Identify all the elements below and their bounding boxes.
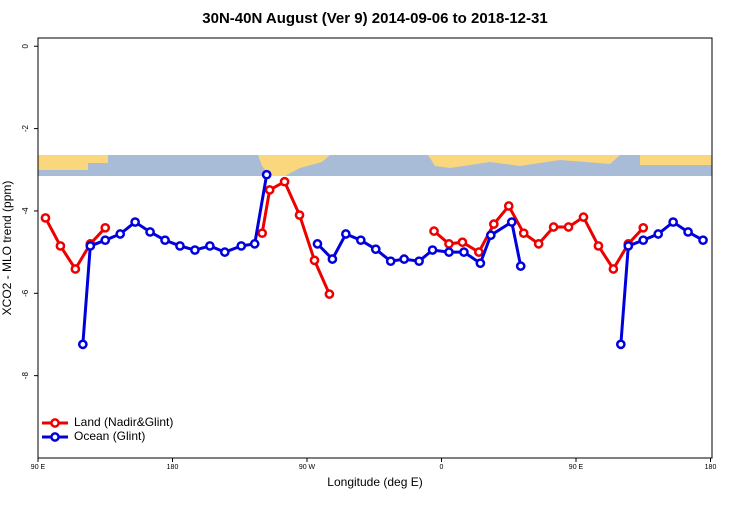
point	[249, 239, 260, 249]
map-strip	[38, 155, 712, 176]
legend-label: Ocean (Glint)	[74, 429, 145, 443]
point	[563, 222, 574, 232]
point	[427, 245, 438, 255]
point	[205, 241, 215, 251]
point	[429, 226, 439, 236]
point	[475, 258, 486, 269]
point	[70, 264, 81, 274]
point	[485, 230, 496, 241]
point	[444, 239, 454, 249]
point	[312, 239, 323, 249]
point	[623, 241, 634, 251]
point	[615, 339, 626, 350]
point	[548, 222, 559, 232]
point	[668, 217, 678, 227]
x-tick-label: 90 E	[31, 464, 46, 471]
point	[175, 241, 185, 251]
y-tick-label: -4	[21, 207, 30, 215]
point	[457, 237, 468, 248]
point	[608, 264, 619, 274]
point	[474, 247, 484, 257]
x-axis-label: Longitude (deg E)	[327, 475, 422, 489]
x-tick-label: 90 W	[299, 464, 316, 471]
point	[55, 241, 66, 251]
point	[578, 212, 589, 222]
y-tick-label: 0	[21, 43, 30, 48]
point	[385, 256, 396, 267]
point	[100, 222, 111, 233]
point	[444, 247, 454, 257]
point	[219, 247, 230, 257]
point	[459, 247, 469, 257]
plot-frame	[37, 37, 713, 459]
point	[40, 213, 51, 223]
y-tick-label: -6	[21, 289, 30, 297]
point	[515, 261, 526, 271]
point	[533, 239, 544, 249]
y-tick-label: -2	[21, 124, 30, 132]
point	[518, 228, 529, 239]
point	[593, 241, 604, 251]
point	[100, 235, 111, 246]
point	[698, 235, 708, 246]
point	[683, 227, 693, 237]
x-tick-label: 180	[167, 464, 179, 471]
point	[257, 228, 268, 239]
point	[309, 255, 320, 266]
point	[294, 210, 305, 220]
point	[85, 241, 96, 251]
x-tick-label: 0	[440, 464, 444, 471]
point	[77, 339, 88, 350]
point	[130, 217, 140, 227]
point	[414, 256, 424, 267]
point	[638, 222, 649, 233]
y-tick-label: -8	[21, 372, 30, 380]
point	[399, 254, 409, 264]
legend-marker	[50, 432, 60, 442]
point	[236, 241, 247, 251]
point	[264, 185, 275, 195]
point	[261, 169, 272, 180]
point	[324, 289, 335, 299]
point	[341, 229, 351, 239]
point	[503, 201, 514, 211]
point	[190, 245, 200, 255]
point	[370, 244, 381, 255]
point	[355, 235, 366, 246]
point	[115, 229, 126, 239]
chart-title: 30N-40N August (Ver 9) 2014-09-06 to 201…	[202, 10, 547, 27]
x-tick-label: 90 E	[569, 464, 584, 471]
point	[653, 229, 664, 239]
point	[488, 219, 499, 229]
point	[145, 227, 155, 237]
point	[638, 235, 649, 246]
legend-marker	[50, 418, 60, 428]
point	[279, 176, 290, 187]
x-tick-label: 180	[705, 464, 717, 471]
point	[160, 235, 170, 246]
y-axis-label: XCO2 - MLO trend (ppm)	[0, 181, 14, 316]
point	[506, 217, 517, 227]
legend-label: Land (Nadir&Glint)	[74, 415, 173, 429]
point	[327, 254, 338, 264]
